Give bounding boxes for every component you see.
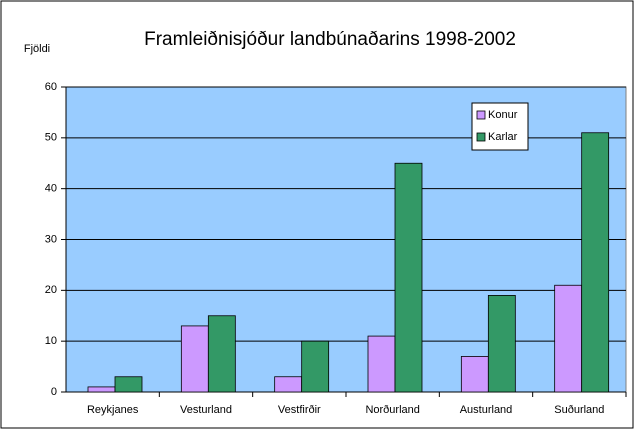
bar [180, 325, 209, 393]
x-tick-label: Vestfirðir [278, 404, 321, 416]
y-tick-label: 20 [45, 284, 57, 296]
y-tick-label: 0 [51, 386, 57, 398]
bar [207, 315, 236, 393]
x-tick-label: Suðurland [554, 404, 604, 416]
y-tick-label: 10 [45, 335, 57, 347]
chart-title: Framleiðnisjóður landbúnaðarins 1998-200… [144, 29, 516, 50]
y-tick-label: 60 [45, 81, 57, 93]
x-tick-label: Austurland [460, 404, 513, 416]
bar [581, 132, 610, 393]
y-axis-label: Fjöldi [24, 43, 50, 55]
bar [487, 295, 516, 393]
legend-swatch [476, 132, 486, 142]
x-tick-label: Vesturland [180, 404, 232, 416]
bar [301, 340, 330, 393]
x-tick-label: Norðurland [365, 404, 419, 416]
bar [367, 335, 396, 393]
legend-label: Konur [488, 109, 518, 121]
legend-label: Karlar [488, 131, 518, 143]
x-tick-label: Reykjanes [87, 404, 139, 416]
bar [460, 356, 489, 393]
y-tick-label: 30 [45, 233, 57, 245]
bar [274, 376, 303, 393]
legend-swatch [476, 110, 486, 120]
y-tick-label: 50 [45, 132, 57, 144]
bar [554, 284, 583, 393]
bar [394, 162, 423, 393]
bar [87, 386, 116, 393]
bar [114, 376, 143, 393]
y-tick-label: 40 [45, 183, 57, 195]
